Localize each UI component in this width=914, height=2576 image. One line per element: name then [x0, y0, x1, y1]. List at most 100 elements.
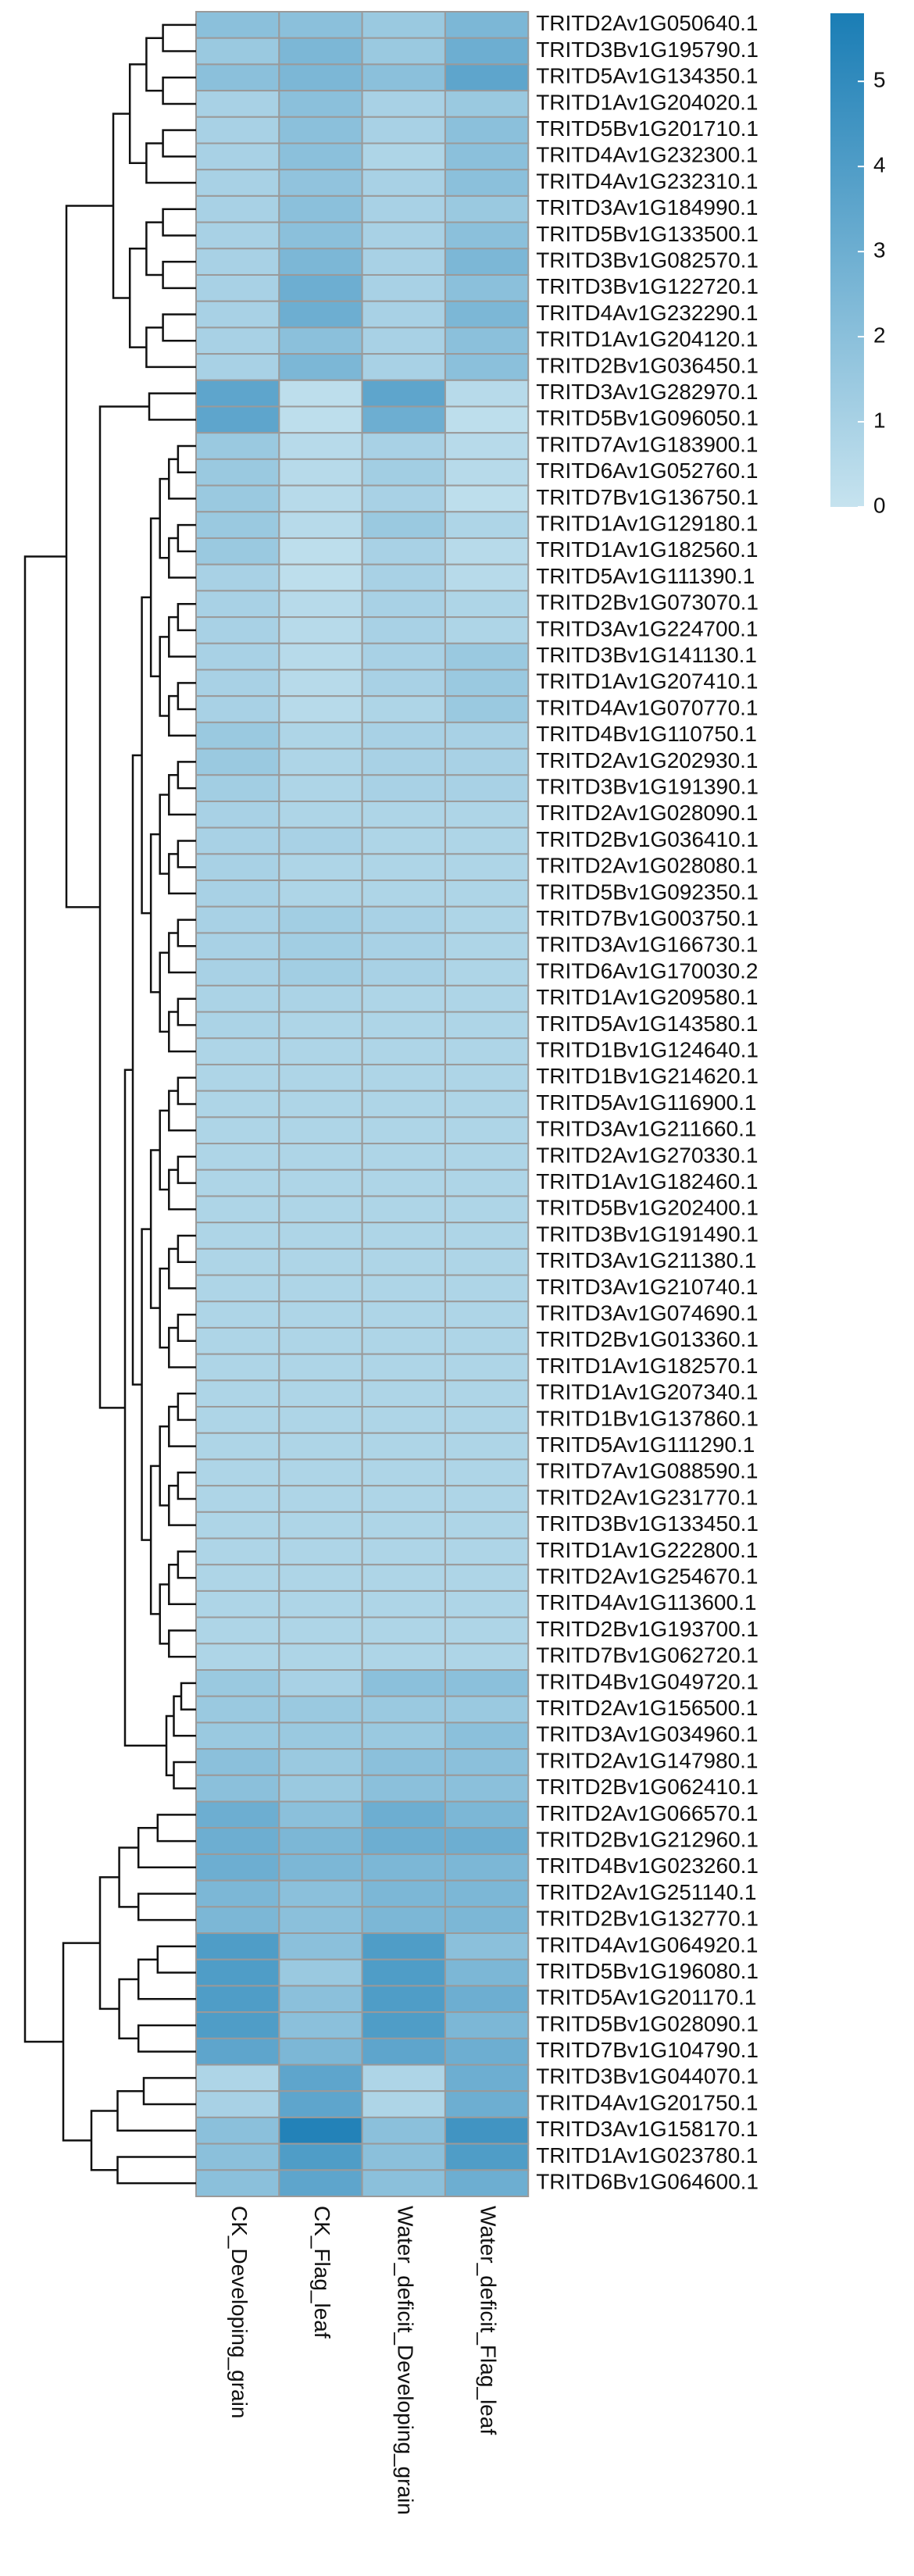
row-label: TRITD2Av1G270330.1 — [536, 1143, 758, 1167]
heatmap-cell — [278, 932, 363, 961]
row-label: TRITD3Bv1G191390.1 — [536, 775, 759, 799]
heatmap-cell — [444, 984, 530, 1013]
heatmap-cell — [361, 2037, 446, 2066]
dendrogram-branch — [168, 1168, 196, 1211]
heatmap-cell — [278, 1247, 363, 1276]
dendrogram-branch — [177, 1550, 196, 1579]
heatmap-cell — [444, 747, 530, 776]
heatmap-cell — [195, 695, 280, 723]
heatmap-cell — [278, 1274, 363, 1303]
heatmap-cell — [195, 1300, 280, 1329]
color-bar-label: 2 — [873, 323, 886, 347]
heatmap-cell — [195, 273, 280, 302]
heatmap-cell — [195, 853, 280, 882]
heatmap-cell — [361, 1827, 446, 1855]
heatmap-cell — [444, 590, 530, 619]
row-label: TRITD5Av1G111290.1 — [536, 1432, 755, 1457]
heatmap-cell — [444, 1932, 530, 1961]
heatmap-cell — [361, 2090, 446, 2118]
row-label: TRITD7Bv1G104790.1 — [536, 2038, 759, 2062]
heatmap-cell — [444, 2090, 530, 2118]
row-label: TRITD1Av1G209580.1 — [536, 985, 758, 1009]
heatmap-cell — [195, 2011, 280, 2039]
heatmap-cell — [444, 273, 530, 302]
row-label: TRITD1Av1G023780.1 — [536, 2143, 758, 2167]
row-label: TRITD5Bv1G096050.1 — [536, 406, 759, 430]
heatmap-cell — [195, 1037, 280, 1065]
heatmap-cell — [361, 1168, 446, 1197]
heatmap-cell — [444, 1853, 530, 1882]
heatmap-cell — [278, 984, 363, 1013]
heatmap-cell — [444, 1616, 530, 1645]
heatmap-cell — [444, 1274, 530, 1303]
heatmap-cell — [195, 1195, 280, 1224]
row-label: TRITD2Bv1G013360.1 — [536, 1327, 759, 1351]
dendrogram-branch — [65, 205, 113, 908]
heatmap-cell — [361, 1247, 446, 1276]
heatmap-cell — [278, 37, 363, 66]
heatmap-cell — [444, 1511, 530, 1540]
heatmap-cell — [195, 721, 280, 750]
row-label: TRITD6Av1G170030.2 — [536, 958, 758, 983]
heatmap-cell — [278, 194, 363, 223]
heatmap-cell — [361, 142, 446, 171]
heatmap-cell — [444, 1748, 530, 1776]
heatmap-cell — [195, 747, 280, 776]
heatmap-cell — [361, 1774, 446, 1803]
heatmap-cell — [278, 1116, 363, 1145]
heatmap-cell — [195, 1589, 280, 1618]
column-label: CK_Developing_grain — [227, 2206, 252, 2418]
heatmap-cell — [278, 1748, 363, 1776]
heatmap-cell — [444, 1326, 530, 1355]
heatmap-cell — [278, 1695, 363, 1724]
heatmap-cell — [195, 169, 280, 197]
heatmap-cell — [278, 484, 363, 513]
heatmap-cell — [361, 511, 446, 539]
heatmap-cell — [444, 116, 530, 144]
dendrogram-branch — [168, 694, 196, 737]
dendrogram-branch — [128, 248, 147, 348]
heatmap-cell — [444, 37, 530, 66]
heatmap-cell — [444, 1116, 530, 1145]
heatmap-cell — [444, 1958, 530, 1987]
row-label: TRITD2Av1G066570.1 — [536, 1801, 758, 1825]
dendrogram-branch — [168, 853, 196, 895]
heatmap-cell — [444, 511, 530, 539]
heatmap-cell — [278, 642, 363, 671]
heatmap-cell — [278, 2064, 363, 2093]
heatmap-cell — [278, 774, 363, 802]
heatmap-cell — [195, 1116, 280, 1145]
heatmap-cell — [195, 1958, 280, 1987]
heatmap-cell — [278, 800, 363, 829]
heatmap-cell — [444, 1721, 530, 1750]
heatmap-cell — [361, 1748, 446, 1776]
heatmap-cell — [278, 432, 363, 460]
color-bar-label: 1 — [873, 408, 886, 432]
row-label: TRITD1Av1G182560.1 — [536, 537, 758, 562]
heatmap-cell — [195, 1511, 280, 1540]
heatmap-cell — [195, 563, 280, 592]
heatmap-cell — [278, 2116, 363, 2145]
heatmap-cell — [278, 1564, 363, 1592]
row-label: TRITD2Bv1G062410.1 — [536, 1775, 759, 1799]
heatmap-cell — [444, 432, 530, 460]
dendrogram-branch — [177, 1155, 196, 1184]
heatmap-cell — [195, 1748, 280, 1776]
heatmap-cell — [361, 116, 446, 144]
heatmap-cell — [278, 695, 363, 723]
row-label: TRITD2Bv1G073070.1 — [536, 590, 759, 615]
heatmap-cell — [278, 353, 363, 381]
heatmap-cell — [195, 1906, 280, 1935]
heatmap-cell — [361, 695, 446, 723]
heatmap-cell — [195, 379, 280, 408]
heatmap-cell — [444, 1695, 530, 1724]
color-bar-label: 3 — [873, 237, 886, 262]
row-label: TRITD3Av1G074690.1 — [536, 1300, 758, 1325]
dendrogram-branch — [168, 932, 196, 974]
row-label: TRITD1Av1G207410.1 — [536, 669, 758, 694]
dendrogram-branch — [118, 1978, 139, 2040]
heatmap-cell — [361, 63, 446, 92]
dendrogram-branch — [168, 458, 196, 500]
heatmap-cell — [278, 1774, 363, 1803]
heatmap-cell — [195, 1168, 280, 1197]
